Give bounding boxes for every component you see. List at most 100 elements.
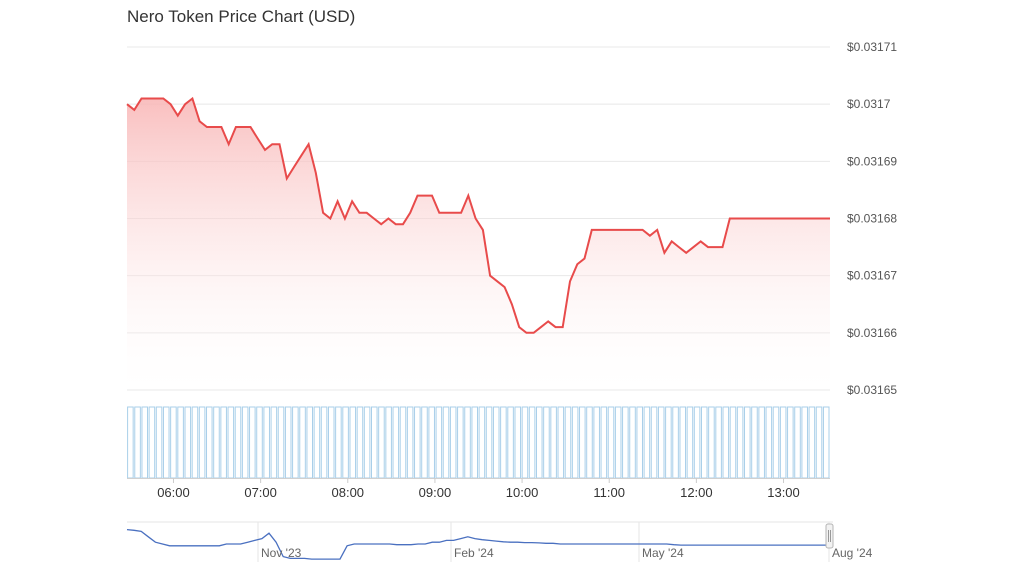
volume-bar xyxy=(708,406,715,479)
x-tick-label: 13:00 xyxy=(767,485,800,500)
volume-bar xyxy=(170,406,177,479)
y-axis: $0.03171 $0.0317 $0.03169 $0.03168 $0.03167 $… xyxy=(847,40,897,397)
volume-bar xyxy=(643,406,651,479)
y-tick-label: $0.0317 xyxy=(847,97,891,111)
volume-bar xyxy=(335,406,342,479)
volume-bar xyxy=(148,406,156,479)
volume-bar xyxy=(464,406,471,479)
x-axis: 06:00 07:00 08:00 09:00 10:00 11:00 12:00 13:00 xyxy=(157,478,800,500)
volume-bar xyxy=(535,406,543,479)
volume-bar xyxy=(220,406,227,479)
navigator-handle[interactable] xyxy=(825,523,834,549)
volume-bar xyxy=(622,406,629,479)
volume-bar xyxy=(485,406,493,479)
volume-bar xyxy=(492,406,500,479)
volume-bar xyxy=(557,406,565,479)
volume-bar xyxy=(779,406,787,479)
volume-bar xyxy=(715,406,722,479)
volume-bar xyxy=(744,406,751,479)
volume-bar xyxy=(320,406,328,479)
navigator-tick-label: May '24 xyxy=(642,546,684,560)
volume-bar xyxy=(249,406,256,479)
volume-bar xyxy=(500,406,507,479)
price-line xyxy=(126,96,830,334)
volume-bar xyxy=(700,406,708,479)
volume-bars xyxy=(127,406,830,479)
volume-bar xyxy=(528,406,536,479)
volume-bar xyxy=(457,406,464,479)
volume-bar xyxy=(514,406,522,479)
y-tick-label: $0.03167 xyxy=(847,269,897,283)
x-tick-label: 10:00 xyxy=(506,485,539,500)
volume-bar xyxy=(256,406,263,479)
volume-bar xyxy=(356,406,364,479)
volume-bar xyxy=(428,406,435,479)
volume-bar xyxy=(191,406,199,479)
volume-bar xyxy=(636,406,643,479)
x-tick-label: 11:00 xyxy=(593,485,625,500)
x-tick-label: 06:00 xyxy=(157,485,190,500)
volume-bar xyxy=(177,406,184,479)
chart-title: Nero Token Price Chart (USD) xyxy=(127,7,356,26)
volume-bar xyxy=(206,406,213,479)
volume-bar xyxy=(586,406,593,479)
volume-bar xyxy=(808,406,816,479)
volume-bar xyxy=(299,406,306,479)
volume-bar xyxy=(629,406,636,479)
volume-bar xyxy=(449,406,457,479)
volume-bar xyxy=(550,406,557,479)
volume-bar xyxy=(801,406,808,479)
volume-bar xyxy=(263,406,270,479)
volume-bar xyxy=(406,406,414,479)
volume-bar xyxy=(822,406,830,479)
volume-bar xyxy=(234,406,242,479)
y-tick-label: $0.03171 xyxy=(847,40,897,54)
volume-bar xyxy=(198,406,206,479)
volume-bar xyxy=(665,406,672,479)
volume-bar xyxy=(507,406,514,479)
y-tick-label: $0.03166 xyxy=(847,326,897,340)
volume-bar xyxy=(600,406,608,479)
volume-bar xyxy=(435,406,443,479)
volume-bar xyxy=(227,406,235,479)
volume-bar xyxy=(815,406,823,479)
volume-bar xyxy=(564,406,572,479)
volume-bar xyxy=(385,406,392,479)
volume-bar xyxy=(162,406,170,479)
navigator-tick-label: Feb '24 xyxy=(454,546,494,560)
volume-bar xyxy=(593,406,600,479)
volume-bar xyxy=(722,406,730,479)
volume-bar xyxy=(134,406,141,479)
volume-bar xyxy=(349,406,357,479)
volume-bar xyxy=(378,406,385,479)
volume-bar xyxy=(342,406,349,479)
navigator-tick-label: Aug '24 xyxy=(832,546,873,560)
volume-bar xyxy=(650,406,658,479)
navigator[interactable]: Nov '23 Feb '24 May '24 Aug '24 xyxy=(126,521,873,562)
volume-bar xyxy=(442,406,450,479)
volume-bar xyxy=(693,406,701,479)
volume-bar xyxy=(579,406,586,479)
volume-bar xyxy=(607,406,615,479)
volume-bar xyxy=(471,406,478,479)
volume-bar xyxy=(127,406,134,479)
volume-bar xyxy=(765,406,773,479)
x-tick-label: 08:00 xyxy=(332,485,365,500)
volume-bar xyxy=(306,406,314,479)
volume-bar xyxy=(399,406,407,479)
volume-bar xyxy=(184,406,192,479)
volume-bar xyxy=(141,406,149,479)
volume-bar xyxy=(758,406,765,479)
volume-bar xyxy=(543,406,550,479)
x-tick-label: 12:00 xyxy=(680,485,713,500)
y-tick-label: $0.03165 xyxy=(847,383,897,397)
volume-bar xyxy=(313,406,321,479)
volume-bar xyxy=(686,406,694,479)
volume-bar xyxy=(155,406,163,479)
volume-bar xyxy=(787,406,794,479)
volume-bar xyxy=(521,406,529,479)
volume-bar xyxy=(327,406,335,479)
volume-bar xyxy=(414,406,421,479)
volume-bar xyxy=(363,406,371,479)
